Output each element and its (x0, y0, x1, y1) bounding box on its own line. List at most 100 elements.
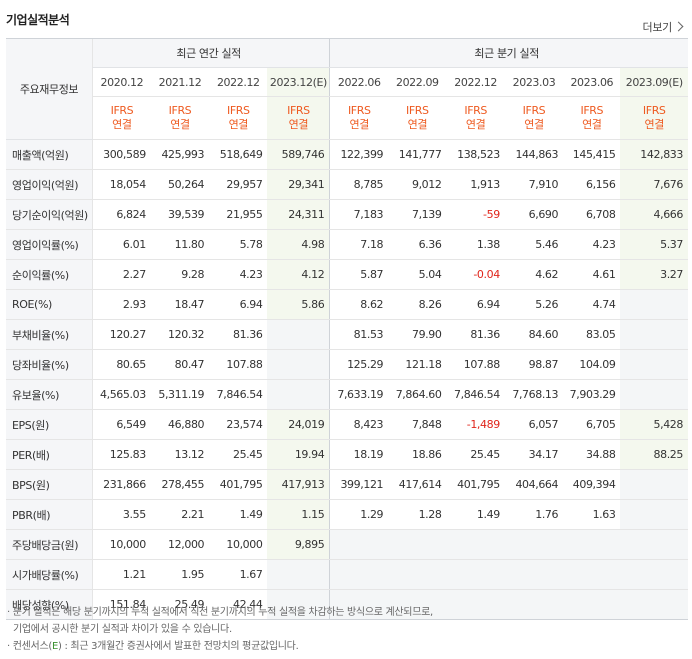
data-cell: 5.78 (209, 229, 268, 260)
data-cell (446, 559, 505, 590)
data-cell: 7,903.29 (563, 379, 621, 410)
data-cell: 25.49 (150, 589, 210, 620)
data-cell: 1.29 (329, 499, 389, 530)
basis-ifrs: IFRS (287, 104, 310, 117)
table-row: 순이익률(%) 2.27 9.28 4.23 4.12 5.87 5.04 -0.04 4.62… (6, 259, 688, 290)
chevron-right-icon (673, 21, 684, 32)
table-row: 배당성향(%) 151.84 25.49 42.44 (6, 589, 688, 620)
basis-consolidated: 연결 (112, 118, 132, 131)
consensus-e-mark: E (51, 641, 58, 652)
data-cell: 10,000 (209, 529, 268, 560)
row-label: 유보율(%) (6, 379, 93, 410)
data-cell: 104.09 (563, 349, 621, 380)
data-cell: 25.45 (209, 439, 268, 470)
data-cell (267, 319, 330, 350)
table-row: 당좌비율(%) 80.65 80.47 107.88 125.29 121.18 107.8… (6, 349, 688, 380)
data-cell: -0.04 (446, 259, 505, 290)
data-cell: 1.49 (209, 499, 268, 530)
data-cell: 6.94 (209, 289, 268, 320)
basis-ifrs: IFRS (406, 104, 429, 117)
accounting-basis: IFRS 연결 (504, 96, 564, 140)
basis-ifrs: IFRS (464, 104, 487, 117)
data-cell: 6,824 (91, 199, 151, 230)
data-cell: 23,574 (209, 409, 268, 440)
data-cell: 7,910 (504, 169, 564, 200)
data-cell: 231,866 (91, 469, 151, 500)
data-cell: 18.19 (329, 439, 389, 470)
data-cell (504, 529, 564, 560)
data-cell: 50,264 (150, 169, 210, 200)
row-label: EPS(원) (6, 409, 93, 440)
data-cell: 79.90 (388, 319, 447, 350)
data-cell: 1.76 (504, 499, 564, 530)
data-cell: 6,549 (91, 409, 151, 440)
data-cell: 7,183 (329, 199, 389, 230)
data-cell: 5.86 (267, 289, 330, 320)
row-label: ROE(%) (6, 289, 93, 320)
data-cell: 21,955 (209, 199, 268, 230)
data-cell (267, 379, 330, 410)
data-cell: 125.83 (91, 439, 151, 470)
data-cell: 7,848 (388, 409, 447, 440)
period-header: 2020.12 (91, 67, 151, 97)
data-cell: 98.87 (504, 349, 564, 380)
data-cell: 145,415 (563, 139, 621, 170)
data-cell (620, 469, 688, 500)
period-header: 2023.12(E) (267, 67, 330, 97)
data-cell: 5,428 (620, 409, 688, 440)
row-label: PBR(배) (6, 499, 93, 530)
data-cell: 84.60 (504, 319, 564, 350)
data-cell: 5.46 (504, 229, 564, 260)
table-row: PER(배) 125.83 13.12 25.45 19.94 18.19 18.86 25.… (6, 439, 688, 470)
data-cell: 1.95 (150, 559, 210, 590)
data-cell: 417,614 (388, 469, 447, 500)
accounting-basis: IFRS 연결 (563, 96, 621, 140)
data-cell (620, 499, 688, 530)
data-cell: 7,768.13 (504, 379, 564, 410)
data-cell: 46,880 (150, 409, 210, 440)
data-cell (620, 289, 688, 320)
data-cell: 6,156 (563, 169, 621, 200)
data-cell: 6,057 (504, 409, 564, 440)
row-label: 순이익률(%) (6, 259, 93, 290)
data-cell (329, 589, 389, 620)
table-row: 주당배당금(원) 10,000 12,000 10,000 9,895 (6, 529, 688, 560)
data-cell: 25.45 (446, 439, 505, 470)
data-cell: 120.27 (91, 319, 151, 350)
data-cell (620, 319, 688, 350)
period-header: 2022.09 (388, 67, 447, 97)
data-cell: 142,833 (620, 139, 688, 170)
data-cell: 19.94 (267, 439, 330, 470)
data-cell: 1.63 (563, 499, 621, 530)
row-label: 매출액(억원) (6, 139, 93, 170)
data-cell: 24,311 (267, 199, 330, 230)
data-cell: 5.37 (620, 229, 688, 260)
data-cell: 6.94 (446, 289, 505, 320)
period-header: 2023.03 (504, 67, 564, 97)
footnote-1: · 분기 실적은 해당 분기까지의 누적 실적에서 직전 분기까지의 누적 실적… (7, 607, 433, 618)
more-link[interactable]: 더보기 (643, 19, 684, 35)
table-row: 매출액(억원) 300,589 425,993 518,649 589,746 122,3… (6, 139, 688, 170)
data-cell: 4.12 (267, 259, 330, 290)
data-cell (388, 589, 447, 620)
accounting-basis: IFRS 연결 (267, 96, 330, 140)
data-cell: 81.36 (209, 319, 268, 350)
data-cell: 7,633.19 (329, 379, 389, 410)
data-cell: 9,895 (267, 529, 330, 560)
row-label: 당좌비율(%) (6, 349, 93, 380)
data-cell: 417,913 (267, 469, 330, 500)
data-cell: 34.88 (563, 439, 621, 470)
data-cell (267, 559, 330, 590)
data-cell: 151.84 (91, 589, 151, 620)
data-cell (267, 349, 330, 380)
data-cell (267, 589, 330, 620)
basis-consolidated: 연결 (228, 118, 249, 131)
basis-ifrs: IFRS (642, 104, 666, 117)
basis-consolidated: 연결 (407, 118, 428, 131)
data-cell: 5.04 (388, 259, 447, 290)
table-row: 부채비율(%) 120.27 120.32 81.36 81.53 79.90 81.36 8… (6, 319, 688, 350)
data-cell (504, 559, 564, 590)
data-cell: 5,311.19 (150, 379, 210, 410)
data-cell: 83.05 (563, 319, 621, 350)
